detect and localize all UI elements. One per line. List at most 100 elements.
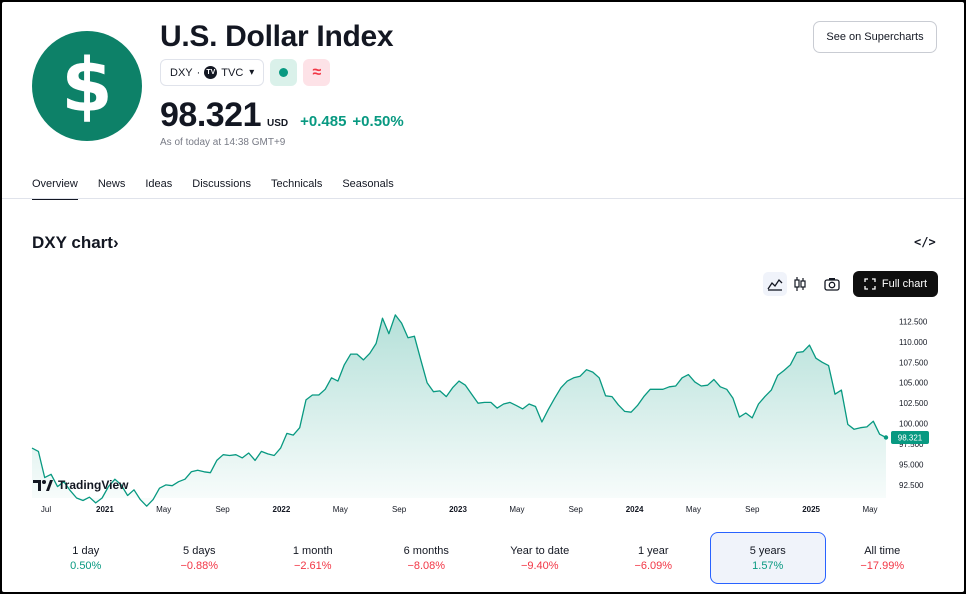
tradingview-wordmark: TradingView	[58, 478, 129, 492]
y-axis-tick-label: 107.500	[899, 358, 928, 367]
x-axis-tick-label: 2025	[802, 505, 820, 514]
chevron-down-icon: ▾	[249, 67, 255, 78]
period-change: 0.50%	[70, 559, 102, 572]
period-1-day[interactable]: 1 day 0.50%	[29, 532, 143, 584]
camera-icon	[824, 278, 840, 291]
area-chart-icon	[767, 278, 783, 291]
series-area	[32, 314, 886, 507]
x-axis-tick-label: May	[862, 505, 877, 514]
tradingview-logo-icon	[33, 479, 53, 491]
symbol-label: DXY	[170, 66, 193, 79]
period-5-days[interactable]: 5 days −0.88%	[143, 532, 257, 584]
period-year-to-date[interactable]: Year to date −9.40%	[483, 532, 597, 584]
page-title: U.S. Dollar Index	[160, 20, 394, 53]
last-price: 98.321	[160, 96, 262, 134]
period-1-month[interactable]: 1 month −2.61%	[256, 532, 370, 584]
period-change: 1.57%	[752, 559, 784, 572]
period-label: 1 month	[292, 544, 333, 557]
x-axis-tick-label: Jul	[41, 505, 51, 514]
period-label: 1 year	[637, 544, 669, 557]
y-axis-tick-label: 110.000	[899, 338, 928, 347]
period-label: 5 years	[749, 544, 786, 557]
x-axis-tick-label: May	[156, 505, 171, 514]
x-axis-tick-label: May	[686, 505, 701, 514]
period-all-time[interactable]: All time −17.99%	[826, 532, 940, 584]
see-on-supercharts-button[interactable]: See on Supercharts	[813, 21, 937, 53]
embed-code-icon[interactable]: </>	[914, 235, 936, 249]
x-axis-tick-label: Sep	[215, 505, 230, 514]
currency-label: USD	[267, 118, 289, 129]
y-axis-tick-label: 105.000	[899, 379, 928, 388]
period-change: −2.61%	[293, 559, 332, 572]
period-change: −8.08%	[407, 559, 446, 572]
y-axis-tick-label: 112.500	[899, 317, 928, 326]
y-axis-tick-label: 102.500	[899, 399, 928, 408]
x-axis-tick-label: 2023	[449, 505, 467, 514]
period-change: −17.99%	[860, 559, 905, 572]
x-axis-tick-label: Sep	[745, 505, 760, 514]
exchange-label: TVC	[221, 66, 244, 79]
change-percent: +0.50%	[352, 113, 404, 130]
period-label: 1 day	[72, 544, 100, 557]
tab-discussions[interactable]: Discussions	[192, 178, 251, 190]
change-absolute: +0.485	[300, 113, 347, 130]
chart-title: DXY chart	[32, 233, 113, 252]
y-axis-tick-label: 92.500	[899, 481, 924, 490]
dollar-icon: $	[61, 43, 113, 129]
as-of-timestamp: As of today at 14:38 GMT+9	[160, 137, 286, 148]
full-chart-label: Full chart	[881, 278, 928, 290]
candlestick-icon	[794, 277, 806, 291]
y-axis-tick-label: 95.000	[899, 461, 924, 470]
x-axis-tick-label: 2021	[96, 505, 114, 514]
tradingview-logo: TradingView	[33, 478, 128, 492]
tab-news[interactable]: News	[97, 178, 126, 190]
last-price-dot	[883, 435, 889, 440]
green-dot-icon	[279, 68, 289, 77]
y-axis-tick-label: 100.000	[899, 420, 928, 429]
period-change: −9.40%	[520, 559, 559, 572]
x-axis-tick-label: Sep	[392, 505, 407, 514]
period-label: All time	[864, 544, 901, 557]
exchange-selector[interactable]: DXY · TV TVC ▾	[160, 59, 265, 86]
symbol-chips: DXY · TV TVC ▾ ≈	[160, 59, 331, 86]
tilde-icon: ≈	[312, 63, 322, 81]
price-chart[interactable]: 112.500 110.000 107.500 105.000 102.500 100.0…	[2, 302, 964, 524]
x-axis-tick-label: 2022	[273, 505, 291, 514]
period-1-year[interactable]: 1 year −6.09%	[597, 532, 711, 584]
period-label: 5 days	[183, 544, 216, 557]
separator: ·	[196, 66, 201, 79]
x-axis-tick-label: 2024	[626, 505, 644, 514]
full-chart-button[interactable]: Full chart	[853, 271, 938, 297]
chevron-right-icon: ›	[112, 233, 119, 252]
derived-data-button[interactable]: ≈	[303, 59, 331, 86]
tab-divider	[2, 198, 964, 199]
tab-technicals[interactable]: Technicals	[270, 178, 323, 190]
period-label: Year to date	[510, 544, 570, 557]
tab-ideas[interactable]: Ideas	[145, 178, 173, 190]
x-axis-tick-label: Sep	[569, 505, 584, 514]
price-row: 98.321 USD +0.485 +0.50%	[160, 96, 404, 135]
last-price-label: 98.321	[898, 434, 923, 443]
last-price-badge	[891, 431, 929, 444]
period-change: −0.88%	[180, 559, 219, 572]
fullscreen-icon	[864, 278, 876, 290]
chart-title-link[interactable]: DXY chart›	[32, 233, 119, 253]
period-5-years[interactable]: 5 years 1.57%	[710, 532, 826, 584]
period-change: −6.09%	[634, 559, 673, 572]
symbol-logo: $	[32, 31, 142, 141]
period-label: 6 months	[403, 544, 449, 557]
series-line	[31, 314, 887, 507]
tab-bar: Overview News Ideas Discussions Technica…	[32, 172, 964, 200]
market-status-button[interactable]	[270, 59, 298, 86]
tab-overview[interactable]: Overview	[32, 172, 78, 200]
performance-periods: 1 day 0.50% 5 days −0.88% 1 month −2.61%…	[29, 532, 939, 584]
snapshot-button[interactable]	[820, 272, 844, 296]
tab-seasonals[interactable]: Seasonals	[342, 178, 394, 190]
area-chart-style-button[interactable]	[763, 272, 787, 296]
candles-chart-style-button[interactable]	[788, 272, 812, 296]
x-axis-tick-label: May	[333, 505, 348, 514]
x-axis-tick-label: May	[509, 505, 524, 514]
tvc-icon: TV	[204, 66, 218, 79]
period-6-months[interactable]: 6 months −8.08%	[370, 532, 484, 584]
